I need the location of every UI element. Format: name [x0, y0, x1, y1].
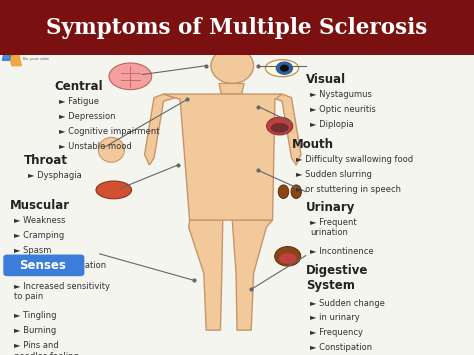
- Polygon shape: [9, 55, 21, 66]
- Text: ► Sudden change: ► Sudden change: [310, 299, 385, 307]
- Text: ► Cramping: ► Cramping: [14, 231, 64, 240]
- Polygon shape: [273, 94, 301, 165]
- Text: ► in urinary: ► in urinary: [310, 313, 360, 322]
- Ellipse shape: [271, 123, 289, 133]
- Text: ► Nystagumus: ► Nystagumus: [310, 90, 373, 99]
- Ellipse shape: [291, 185, 301, 198]
- Text: ► Difficulty swallowing food: ► Difficulty swallowing food: [296, 155, 413, 164]
- Ellipse shape: [99, 137, 124, 162]
- Text: ► Dysphagia: ► Dysphagia: [28, 171, 82, 180]
- Text: ► Frequent
urination: ► Frequent urination: [310, 218, 357, 237]
- Text: Symptoms of Multiple Sclerosis: Symptoms of Multiple Sclerosis: [46, 17, 428, 38]
- Ellipse shape: [266, 117, 292, 135]
- FancyBboxPatch shape: [3, 255, 84, 276]
- Polygon shape: [2, 50, 12, 60]
- Text: ► Increased sensitivity
to pain: ► Increased sensitivity to pain: [14, 282, 110, 301]
- Circle shape: [281, 65, 288, 71]
- Polygon shape: [145, 94, 175, 165]
- Ellipse shape: [279, 253, 297, 264]
- Text: Visual: Visual: [306, 73, 346, 86]
- Text: Throat: Throat: [24, 154, 68, 168]
- Text: ► Fatigue: ► Fatigue: [59, 97, 99, 106]
- Text: †HOME: †HOME: [23, 51, 47, 56]
- Polygon shape: [164, 94, 282, 220]
- Text: Muscular: Muscular: [9, 199, 70, 212]
- Text: HealthCare: HealthCare: [25, 46, 64, 51]
- Text: Central: Central: [55, 80, 103, 93]
- Text: ► Sudden slurring: ► Sudden slurring: [296, 170, 372, 179]
- Ellipse shape: [211, 48, 254, 83]
- Text: ► Diplopia: ► Diplopia: [310, 120, 354, 129]
- Text: Urinary: Urinary: [306, 201, 355, 214]
- Ellipse shape: [265, 60, 299, 77]
- Text: Digestive
System: Digestive System: [306, 264, 368, 293]
- Text: Be your aide: Be your aide: [23, 57, 49, 61]
- Text: Senses: Senses: [19, 260, 66, 272]
- Text: ► Spasm: ► Spasm: [14, 246, 52, 255]
- Text: ► or stuttering in speech: ► or stuttering in speech: [296, 185, 401, 194]
- Text: ► lack of coordination: ► lack of coordination: [14, 261, 106, 269]
- Text: ► Depression: ► Depression: [59, 112, 116, 121]
- Polygon shape: [7, 44, 19, 55]
- Text: ► Pins and
needles feeling: ► Pins and needles feeling: [14, 341, 79, 355]
- Text: ► Frequency: ► Frequency: [310, 328, 364, 337]
- Circle shape: [276, 62, 292, 74]
- Ellipse shape: [278, 185, 289, 198]
- Text: ► Burning: ► Burning: [14, 326, 56, 335]
- Polygon shape: [232, 220, 273, 330]
- Ellipse shape: [96, 181, 131, 199]
- Text: ► Constipation: ► Constipation: [310, 343, 373, 352]
- Text: ► Tingling: ► Tingling: [14, 311, 57, 320]
- Text: ► Cognitive impairment: ► Cognitive impairment: [59, 127, 160, 136]
- Ellipse shape: [109, 63, 152, 89]
- Text: Mouth: Mouth: [292, 138, 334, 152]
- Text: ► Unstable mood: ► Unstable mood: [59, 142, 132, 151]
- Text: ► Weakness: ► Weakness: [14, 216, 66, 225]
- FancyBboxPatch shape: [0, 0, 474, 55]
- Text: ► Incontinence: ► Incontinence: [310, 247, 374, 256]
- Polygon shape: [219, 83, 244, 94]
- Ellipse shape: [274, 246, 301, 266]
- Text: ► Optic neuritis: ► Optic neuritis: [310, 105, 376, 114]
- Polygon shape: [189, 220, 223, 330]
